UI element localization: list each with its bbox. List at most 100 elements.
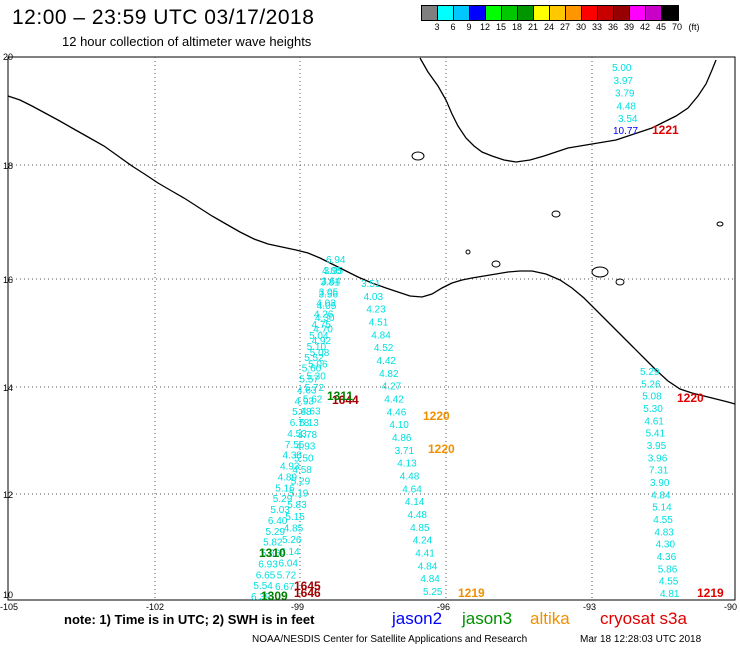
wave-height-value: 5.29 [291, 477, 311, 488]
wave-height-value: 5.60 [302, 364, 322, 375]
wave-height-value: 5.62 [303, 395, 323, 406]
wave-height-value: 4.48 [408, 510, 428, 521]
islands [411, 151, 724, 286]
wave-height-value: 5.06 [308, 360, 328, 371]
wave-height-value: 6.40 [268, 516, 288, 527]
wave-height-value: 4.42 [384, 395, 404, 406]
scale-swatch [598, 6, 614, 20]
map-subtitle: 12 hour collection of altimeter wave hei… [62, 34, 312, 49]
wave-height-value: 5.57 [299, 375, 319, 386]
wave-height-value: 5.15 [285, 512, 305, 523]
wave-height-value: 7.55 [285, 440, 305, 451]
wave-height-value: 4.63 [297, 386, 317, 397]
scale-swatch [486, 6, 502, 20]
lat-label: 16 [3, 275, 13, 285]
island [615, 278, 625, 286]
lat-label: 10 [3, 590, 13, 600]
wave-height-value: 10.77 [613, 126, 638, 137]
pass-time-label: 1645 [294, 579, 321, 593]
units-note: note: 1) Time is in UTC; 2) SWH is in fe… [64, 612, 315, 627]
wave-height-value: 5.86 [261, 549, 281, 560]
scale-swatch [518, 6, 534, 20]
wave-height-value: 5.29 [266, 527, 286, 538]
wave-height-value: 4.41 [415, 549, 435, 560]
wave-height-value: 4.93 [295, 396, 315, 407]
map-title: 12:00 – 23:59 UTC 03/17/2018 [12, 6, 315, 29]
wave-height-value: 6.14 [280, 547, 300, 558]
scale-swatch [630, 6, 646, 20]
scale-swatch [534, 6, 550, 20]
pass-time-label: 1644 [332, 393, 359, 407]
pass-time-label: 1220 [677, 391, 704, 405]
wave-height-value: 5.26 [282, 535, 302, 546]
wave-height-value: 5.10 [307, 342, 327, 353]
wave-height-value: 5.25 [423, 587, 443, 598]
island [411, 151, 425, 161]
scale-label: 12 [479, 22, 490, 32]
wave-height-value: 5.29 [273, 494, 293, 505]
scale-swatch [662, 6, 678, 20]
scale-swatch [566, 6, 582, 20]
wave-height-value: 3.96 [648, 453, 668, 464]
wave-height-value: 5.86 [658, 564, 678, 575]
wave-height-value: 6.65 [256, 570, 276, 581]
lat-label: 18 [3, 161, 13, 171]
lon-label: -105 [0, 602, 18, 612]
wave-height-value: 5.30 [306, 371, 326, 382]
wave-height-value: 5.52 [304, 353, 324, 364]
wave-height-value: 4.03 [364, 292, 384, 303]
wave-height-value: 4.93 [296, 442, 316, 453]
wave-height-value: 4.75 [312, 320, 332, 331]
scale-label: 70 [671, 22, 682, 32]
scale-label: 6 [450, 22, 456, 32]
wave-height-value: 4.27 [382, 382, 402, 393]
wave-height-value: 3.64 [321, 277, 341, 288]
wave-height-value: 4.70 [313, 325, 333, 336]
pass-time-label: 1219 [697, 586, 724, 600]
wave-height-value: 4.55 [653, 515, 673, 526]
wave-height-value: 4.64 [402, 484, 422, 495]
wave-height-value: 4.63 [301, 406, 321, 417]
island [591, 266, 609, 278]
wave-height-value: 3.79 [615, 89, 635, 100]
wave-height-value: 4.23 [366, 305, 386, 316]
wave-height-value: 4.52 [374, 343, 394, 354]
wave-height-value: 3.81 [320, 278, 340, 289]
island [551, 210, 561, 218]
wave-height-value: 6.78 [290, 418, 310, 429]
wave-height-value: 5.29 [640, 367, 660, 378]
wave-height-value: 4.82 [379, 369, 399, 380]
wave-height-value: 4.58 [292, 465, 312, 476]
wave-height-value: 4.81 [660, 589, 680, 600]
island [465, 249, 471, 255]
wave-height-value: 5.83 [287, 500, 307, 511]
lon-label: -102 [146, 602, 164, 612]
lon-label: -93 [583, 602, 596, 612]
graticule [8, 57, 735, 600]
wave-height-value: 4.92 [312, 336, 332, 347]
wave-height-value: 5.04 [309, 331, 329, 342]
scale-label: 9 [466, 22, 472, 32]
scale-swatch [454, 6, 470, 20]
scale-label: 27 [559, 22, 570, 32]
legend-cryosat-s3a: cryosat s3a [600, 609, 687, 628]
wave-height-value: 5.41 [646, 429, 666, 440]
generated-date: Mar 18 12:28:03 UTC 2018 [580, 634, 702, 645]
wave-height-value: 5.68 [292, 407, 312, 418]
wave-height-value: 4.42 [377, 356, 397, 367]
wave-height-value: 6.39 [251, 592, 271, 603]
scale-label: 42 [639, 22, 650, 32]
coastline [7, 95, 736, 405]
pass-time-label: 1310 [259, 546, 286, 560]
scale-label: 33 [591, 22, 602, 32]
wave-height-value: 3.90 [650, 478, 670, 489]
wave-height-value: 4.36 [657, 552, 677, 563]
wave-height-value: 4.05 [322, 266, 342, 277]
scale-swatch [422, 6, 438, 20]
wave-height-value: 3.95 [647, 441, 667, 452]
scale-label: 21 [527, 22, 538, 32]
scale-swatch [502, 6, 518, 20]
lon-label: -96 [437, 602, 450, 612]
wave-height-value: 4.26 [314, 309, 334, 320]
wave-height-value: 5.72 [305, 383, 325, 394]
